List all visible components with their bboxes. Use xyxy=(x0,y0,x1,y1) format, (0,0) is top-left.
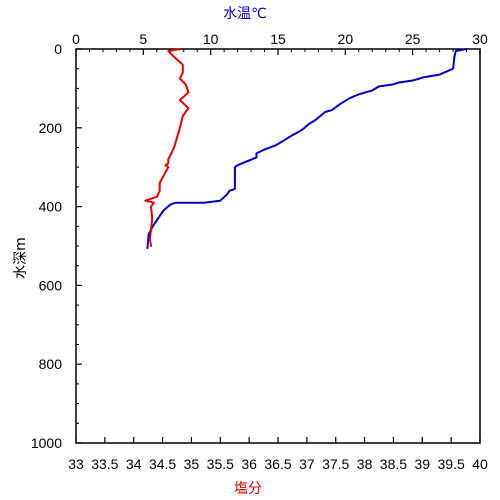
bottom-tick-label: 37 xyxy=(299,456,315,472)
top-axis-title: 水温℃ xyxy=(223,6,267,22)
top-tick-label: 5 xyxy=(139,31,147,47)
bottom-tick-label: 34.5 xyxy=(149,456,176,472)
bottom-tick-label: 37.5 xyxy=(322,456,349,472)
axes: 0 5 10 15 20 25 30 33 33.5 34 34.5 35 35.5 36 36.5 37 37… xyxy=(31,31,488,472)
top-tick-label: 20 xyxy=(338,31,354,47)
bottom-tick-label: 35 xyxy=(184,456,200,472)
top-tick-label: 25 xyxy=(405,31,421,47)
series-layer xyxy=(144,48,468,249)
top-tick-label: 15 xyxy=(270,31,286,47)
left-tick-label: 800 xyxy=(39,356,63,372)
left-tick-label: 1000 xyxy=(31,435,62,451)
temperature-profile-line xyxy=(146,48,468,249)
bottom-tick-label: 39 xyxy=(414,456,430,472)
top-tick-label: 0 xyxy=(72,31,80,47)
bottom-tick-label: 39.5 xyxy=(438,456,465,472)
bottom-tick-label: 36.5 xyxy=(264,456,291,472)
bottom-tick-label: 35.5 xyxy=(207,456,234,472)
bottom-tick-label: 40 xyxy=(472,456,488,472)
left-tick-label: 200 xyxy=(39,120,63,136)
left-tick-label: 0 xyxy=(54,41,62,57)
left-tick-label: 600 xyxy=(39,277,63,293)
bottom-tick-label: 33 xyxy=(68,456,84,472)
bottom-tick-label: 36 xyxy=(241,456,257,472)
salinity-profile-line xyxy=(144,48,190,247)
left-axis-title: 水深m xyxy=(13,237,29,279)
top-tick-label: 30 xyxy=(472,31,488,47)
bottom-tick-label: 34 xyxy=(126,456,142,472)
bottom-tick-label: 38 xyxy=(357,456,373,472)
top-tick-label: 10 xyxy=(203,31,219,47)
left-tick-label: 400 xyxy=(39,199,63,215)
bottom-tick-label: 38.5 xyxy=(380,456,407,472)
bottom-axis-title: 塩分 xyxy=(234,481,262,497)
bottom-tick-label: 33.5 xyxy=(91,456,118,472)
